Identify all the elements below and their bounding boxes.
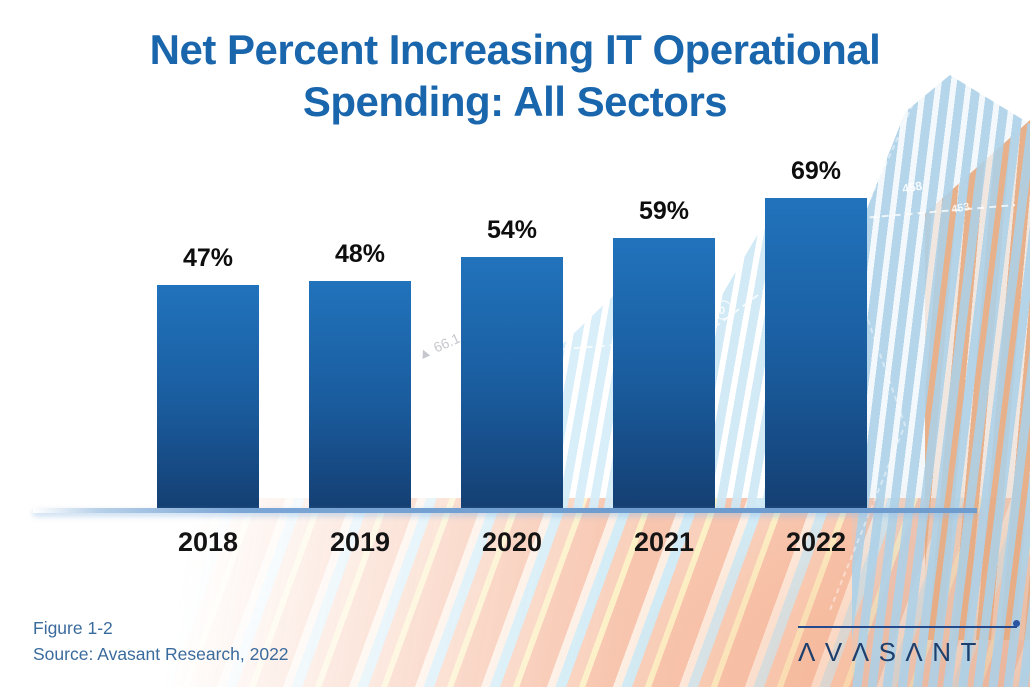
page-title: Net Percent Increasing IT Operational Sp… <box>0 24 1030 128</box>
bar-2021 <box>613 238 715 513</box>
x-axis-line <box>33 508 977 513</box>
source-text: Source: Avasant Research, 2022 <box>33 644 289 665</box>
bar-2022 <box>765 198 867 513</box>
bar-group-2022: 69% <box>765 157 867 513</box>
logo-wordmark: ΛVΛSΛNT <box>798 637 986 667</box>
bar-value-label-2018: 47% <box>182 244 234 272</box>
title-line-1: Net Percent Increasing IT Operational <box>149 26 881 73</box>
logo-rule <box>798 620 1020 628</box>
bar-group-2021: 59% <box>613 197 715 513</box>
bar-group-2019: 48% <box>309 240 411 513</box>
avasant-logo: ΛVΛSΛNT <box>798 620 1020 668</box>
bar-value-label-2020: 54% <box>486 216 538 244</box>
bar-value-label-2022: 69% <box>790 157 842 185</box>
bar-2020 <box>461 257 563 513</box>
figure-number: Figure 1-2 <box>33 618 113 638</box>
blue-bars-cluster-right-decor <box>852 75 1030 687</box>
bar-2019 <box>309 281 411 513</box>
figure-caption: Figure 1-2 Source: Avasant Research, 202… <box>33 615 289 668</box>
bar-value-label-2019: 48% <box>334 240 386 268</box>
bar-group-2020: 54% <box>461 216 563 513</box>
x-axis-label-2019: 2019 <box>329 527 391 557</box>
x-axis-label-2018: 2018 <box>177 527 239 557</box>
bar-2018 <box>157 285 259 513</box>
logo-dot <box>1013 620 1020 627</box>
x-labels-container: 2018 2019 2020 2021 2022 <box>157 527 867 558</box>
bar-value-label-2021: 59% <box>638 197 690 225</box>
bar-group-2018: 47% <box>157 244 259 513</box>
x-axis-label-2021: 2021 <box>633 527 695 557</box>
x-axis-label-2020: 2020 <box>481 527 543 557</box>
title-line-2: Spending: All Sectors <box>302 78 728 126</box>
x-axis-label-2022: 2022 <box>785 527 847 557</box>
